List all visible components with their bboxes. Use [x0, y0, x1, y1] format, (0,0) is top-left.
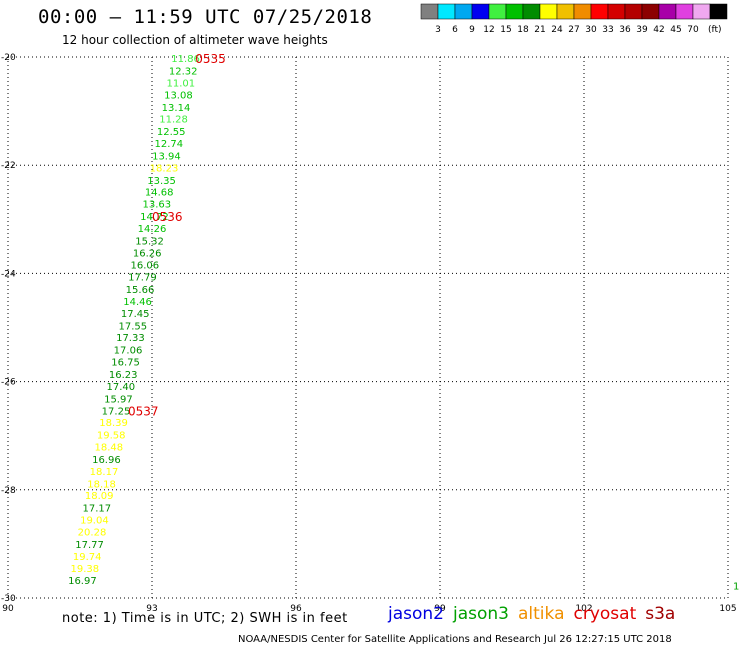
- legend-jason3: jason3: [453, 604, 509, 624]
- satellite-legend: jason2 jason3 altika cryosat s3a: [388, 604, 684, 624]
- y-tick-label: -20: [1, 53, 16, 63]
- chart-title: 00:00 – 11:59 UTC 07/25/2018: [38, 6, 373, 28]
- x-tick-label: 99: [434, 604, 446, 614]
- colorbar-label: 24: [551, 25, 563, 35]
- legend-altika: altika: [518, 604, 565, 624]
- swh-value-label: 16.75: [111, 358, 140, 369]
- swh-value-label: 19.04: [80, 516, 109, 527]
- colorbar-label: 39: [636, 25, 648, 35]
- swh-value-label: 13.08: [164, 90, 193, 101]
- legend-s3a: s3a: [645, 604, 676, 624]
- colorbar-label: 9: [469, 25, 475, 35]
- swh-value-label: 16.97: [68, 576, 97, 587]
- swh-value-label: 18.39: [99, 418, 128, 429]
- y-tick-label: -28: [1, 486, 16, 496]
- x-tick-label: 96: [290, 604, 302, 614]
- x-tick-label: 105: [719, 604, 736, 614]
- colorbar-label: 15: [500, 25, 511, 35]
- swh-value-label: 12.55: [157, 127, 186, 138]
- colorbar-label: 36: [619, 25, 631, 35]
- time-label: 0535: [195, 52, 226, 66]
- y-tick-label: -30: [1, 594, 16, 604]
- colorbar-label: 6: [452, 25, 458, 35]
- swh-value-label: 12.74: [154, 139, 183, 150]
- swh-value-label: 16.23: [109, 370, 138, 381]
- swh-value-label: 14.68: [145, 188, 174, 199]
- colorbar-label: 18: [517, 25, 529, 35]
- colorbar-label: 45: [670, 25, 681, 35]
- edge-value-label: 17: [733, 581, 740, 592]
- swh-value-label: 11.86: [171, 54, 200, 65]
- swh-value-label: 18.18: [87, 479, 116, 490]
- swh-value-label: 20.28: [78, 527, 107, 538]
- swh-value-label: 17.55: [118, 321, 147, 332]
- colorbar-label: 3: [435, 25, 441, 35]
- y-tick-label: -26: [1, 378, 16, 388]
- swh-value-label: 19.74: [73, 552, 102, 563]
- y-tick-label: -22: [1, 161, 16, 171]
- colorbar-label: 30: [585, 25, 597, 35]
- swh-value-label: 15.97: [104, 394, 133, 405]
- colorbar-label: 33: [602, 25, 613, 35]
- time-label: 0537: [128, 404, 159, 418]
- swh-value-label: 16.26: [133, 248, 162, 259]
- x-tick-label: 102: [575, 604, 592, 614]
- swh-value-label: 16.06: [130, 261, 159, 272]
- swh-value-label: 19.38: [70, 564, 99, 575]
- colorbar-label: 12: [483, 25, 494, 35]
- swh-value-label: 17.40: [106, 382, 135, 393]
- colorbar-unit: (ft): [708, 25, 722, 35]
- x-tick-label: 90: [2, 604, 14, 614]
- swh-value-label: 12.32: [169, 67, 198, 78]
- swh-value-label: 13.14: [162, 103, 191, 114]
- swh-value-label: 19.58: [97, 431, 126, 442]
- chart-subtitle: 12 hour collection of altimeter wave hei…: [62, 33, 328, 47]
- footer-credit: NOAA/NESDIS Center for Satellite Applica…: [238, 634, 672, 645]
- swh-value-label: 17.25: [102, 406, 131, 417]
- colorbar-label: 21: [534, 25, 545, 35]
- swh-value-label: 15.32: [135, 236, 164, 247]
- swh-value-label: 17.79: [128, 273, 157, 284]
- swh-value-label: 17.45: [121, 309, 150, 320]
- swh-value-label: 18.17: [90, 467, 119, 478]
- swh-value-label: 17.17: [82, 504, 111, 515]
- swh-value-label: 13.35: [147, 176, 176, 187]
- swh-value-label: 11.01: [166, 78, 195, 89]
- swh-value-label: 18.09: [85, 491, 114, 502]
- wave-height-colorbar: 3 6 9 12 15 18 21 24 27 30 33 36 39 42 45 70 (ft): [420, 3, 728, 35]
- swh-value-label: 11.28: [159, 115, 188, 126]
- swh-value-label: 13.63: [142, 200, 171, 211]
- footer-note: note: 1) Time is in UTC; 2) SWH is in fe…: [62, 611, 348, 626]
- swh-value-label: 15.66: [126, 285, 155, 296]
- swh-value-label: 14.46: [123, 297, 152, 308]
- swh-value-label: 17.33: [116, 333, 145, 344]
- swh-value-label: 13.94: [152, 151, 181, 162]
- legend-jason2: jason2: [388, 604, 444, 624]
- swh-value-label: 14.72: [140, 212, 169, 223]
- colorbar-label: 27: [568, 25, 579, 35]
- swh-value-label: 14.26: [138, 224, 167, 235]
- colorbar-label: 42: [653, 25, 664, 35]
- y-tick-label: -24: [1, 269, 16, 279]
- legend-cryosat: cryosat: [573, 604, 637, 624]
- time-label: 0536: [152, 210, 183, 224]
- swh-value-label: 16.96: [92, 455, 121, 466]
- colorbar-label: 70: [687, 25, 699, 35]
- x-tick-label: 93: [146, 604, 157, 614]
- swh-value-label: 18.23: [150, 163, 179, 174]
- swh-value-label: 17.06: [114, 346, 143, 357]
- colorbar-swatch: [709, 3, 728, 20]
- swh-value-label: 18.48: [94, 443, 123, 454]
- swh-value-label: 17.77: [75, 540, 104, 551]
